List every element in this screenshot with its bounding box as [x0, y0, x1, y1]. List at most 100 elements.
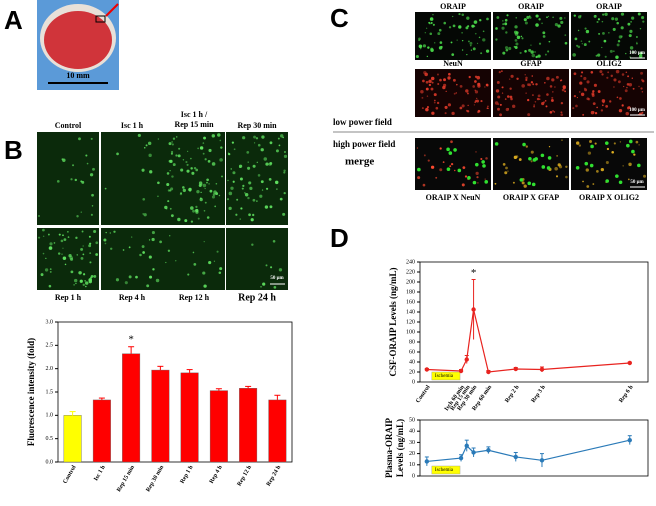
cell — [73, 284, 75, 286]
cell — [216, 250, 219, 253]
cell — [168, 142, 172, 146]
cell — [584, 27, 587, 30]
cell — [206, 216, 210, 219]
point — [471, 450, 476, 455]
cell — [91, 205, 94, 207]
cell — [629, 29, 633, 33]
cell — [265, 187, 269, 190]
cell — [171, 175, 174, 178]
cell — [81, 180, 85, 184]
cell — [495, 38, 498, 41]
cell — [141, 168, 145, 172]
cell — [562, 86, 566, 90]
cell — [502, 23, 505, 26]
cell — [580, 71, 584, 74]
cell — [75, 236, 78, 240]
cell — [613, 78, 617, 82]
cell — [565, 175, 568, 179]
cell — [251, 243, 254, 246]
cell — [561, 88, 565, 92]
cell — [82, 253, 85, 256]
y-axis-title: Fluorescence intensity (fold) — [26, 338, 36, 446]
cell — [499, 103, 502, 106]
cell — [103, 238, 107, 242]
cell — [256, 161, 259, 164]
cell — [447, 76, 451, 80]
cell — [451, 53, 455, 56]
cell — [235, 213, 238, 216]
cell — [448, 26, 452, 29]
cell — [182, 188, 186, 193]
cell — [159, 240, 162, 244]
cell — [576, 141, 580, 145]
cell — [484, 86, 486, 88]
cell — [146, 284, 150, 288]
cell — [598, 32, 601, 35]
bar — [151, 369, 170, 463]
cell — [241, 187, 244, 190]
cell — [638, 144, 640, 146]
cell — [419, 47, 422, 50]
cell — [553, 111, 556, 113]
cell — [597, 53, 601, 57]
cell — [516, 35, 521, 40]
cell — [632, 87, 635, 90]
cell — [73, 278, 78, 283]
cell — [531, 53, 536, 58]
cell — [534, 51, 536, 53]
cell — [518, 158, 522, 161]
cell — [544, 100, 547, 102]
cell — [514, 39, 518, 42]
cell — [196, 189, 200, 194]
cell — [437, 83, 440, 86]
cell — [79, 279, 83, 283]
y-tick-label: 40 — [409, 429, 415, 435]
cell — [494, 142, 499, 146]
cell — [465, 26, 469, 30]
cell — [464, 175, 468, 178]
column-label: Control — [55, 121, 82, 130]
cell — [639, 27, 642, 30]
cell — [467, 92, 469, 95]
cell — [76, 215, 79, 218]
cell — [596, 106, 598, 109]
y-tick-label: 0 — [412, 379, 415, 385]
cell — [587, 97, 591, 101]
cell — [532, 83, 535, 86]
cell — [426, 27, 428, 29]
cell — [484, 180, 489, 184]
cell — [495, 27, 498, 30]
cell — [530, 81, 534, 84]
cell — [277, 137, 280, 140]
bar — [92, 399, 111, 463]
cell — [615, 174, 619, 178]
cell — [261, 135, 265, 139]
cell — [474, 89, 476, 91]
cell — [596, 20, 599, 24]
cell — [437, 73, 439, 76]
cell — [169, 207, 172, 210]
cell — [639, 51, 643, 56]
cell — [95, 253, 99, 256]
cell — [531, 182, 536, 187]
cell — [429, 32, 433, 36]
cell — [244, 192, 249, 197]
column-label: Rep 4 h — [119, 293, 146, 302]
cell — [560, 113, 564, 117]
cell — [447, 103, 451, 107]
cell — [283, 191, 286, 195]
cell — [522, 142, 526, 147]
cell — [526, 83, 530, 86]
cell — [509, 87, 512, 90]
cell — [603, 39, 607, 43]
micrograph — [101, 132, 163, 225]
y-tick-label: 0.5 — [46, 436, 54, 442]
cell — [218, 194, 221, 197]
cell — [523, 18, 527, 22]
cell — [84, 280, 86, 282]
cell — [53, 242, 56, 244]
cell — [444, 112, 447, 115]
cell — [605, 179, 609, 183]
cell — [473, 104, 476, 106]
cell — [550, 99, 554, 102]
